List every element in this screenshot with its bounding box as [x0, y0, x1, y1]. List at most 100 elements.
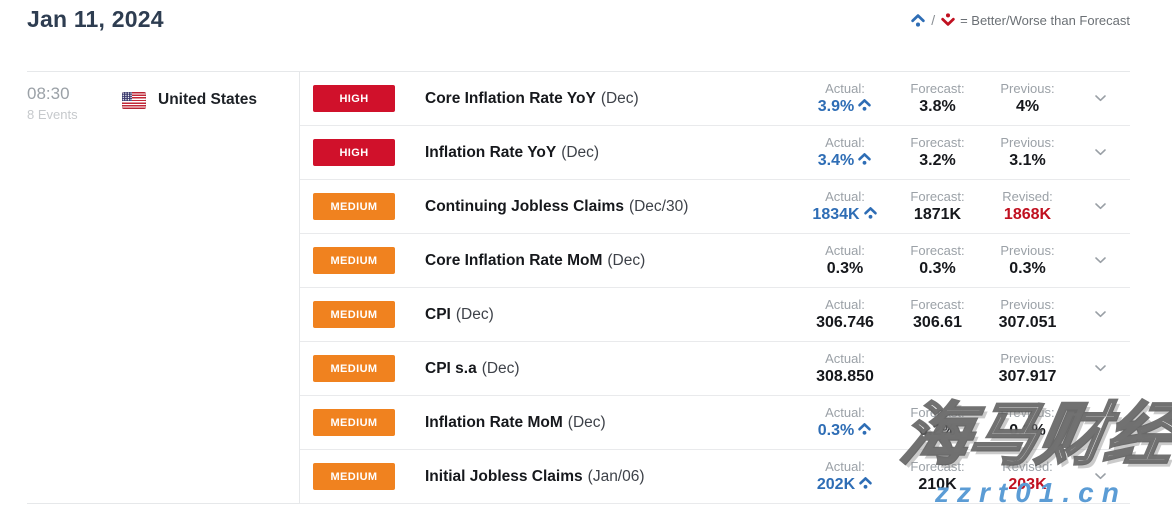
event-title: Initial Jobless Claims (Jan/06) — [425, 468, 800, 486]
value-text: 306.746 — [816, 314, 874, 331]
value: 0.3% — [890, 259, 985, 279]
value-column: Revised: 1868K — [985, 188, 1070, 225]
value: 1868K — [985, 205, 1070, 225]
value: 3.4% — [800, 151, 890, 171]
value: 0.3% — [985, 259, 1070, 279]
legend: / = Better/Worse than Forecast — [910, 12, 1130, 28]
event-name: CPI s.a — [425, 359, 477, 377]
value: 307.917 — [985, 367, 1070, 387]
event-title: Continuing Jobless Claims (Dec/30) — [425, 198, 800, 216]
importance-badge: MEDIUM — [313, 463, 395, 490]
value-label: Forecast: — [910, 297, 965, 312]
value-text: 0.2% — [919, 422, 956, 439]
value-text: 0.3% — [817, 422, 855, 439]
event-name: Inflation Rate YoY — [425, 143, 557, 161]
time-group-panel: 08:30 8 Events United States — [27, 72, 300, 504]
event-title: Core Inflation Rate MoM (Dec) — [425, 252, 800, 270]
value-column: Revised: 203K — [985, 458, 1070, 495]
value: 3.8% — [890, 97, 985, 117]
event-row[interactable]: MEDIUM Core Inflation Rate MoM (Dec) Actual… — [300, 234, 1130, 288]
event-row[interactable]: MEDIUM Initial Jobless Claims (Jan/06) Actu… — [300, 450, 1130, 504]
value-column: Actual: 308.850 — [800, 350, 890, 387]
value-label: Previous: — [1000, 405, 1055, 420]
value-label: Revised: — [1002, 189, 1053, 204]
chevron-down-icon[interactable] — [1070, 180, 1130, 233]
importance-badge: HIGH — [313, 85, 395, 112]
value-label: Revised: — [1002, 459, 1053, 474]
value-column: Actual: 202K — [800, 458, 890, 495]
value-text: 0.3% — [1009, 260, 1046, 277]
value-column: Forecast: 0.3% — [890, 242, 985, 279]
value: 306.61 — [890, 313, 985, 333]
value-column: Previous: 4% — [985, 80, 1070, 117]
chevron-down-icon[interactable] — [1070, 450, 1130, 503]
value-column: Forecast: 210K — [890, 458, 985, 495]
chevron-down-icon[interactable] — [1070, 234, 1130, 287]
chevron-down-icon[interactable] — [1070, 342, 1130, 395]
page-title: Jan 11, 2024 — [27, 6, 164, 32]
chevron-down-icon[interactable] — [1070, 288, 1130, 341]
value-label: Previous: — [1000, 351, 1055, 366]
value-text: 202K — [816, 476, 856, 493]
value: 3.2% — [890, 151, 985, 171]
event-period: (Dec) — [561, 143, 600, 161]
value-text: 307.917 — [998, 368, 1057, 385]
better-arrow-icon — [857, 151, 872, 171]
value-column: Previous: 3.1% — [985, 134, 1070, 171]
value-text: 308.850 — [816, 368, 874, 385]
event-row[interactable]: HIGH Inflation Rate YoY (Dec) Actual: 3.4% F… — [300, 126, 1130, 180]
event-title: Inflation Rate MoM (Dec) — [425, 414, 800, 432]
value-column: Previous: 0.3% — [985, 242, 1070, 279]
event-row[interactable]: MEDIUM Inflation Rate MoM (Dec) Actual: 0.3%… — [300, 396, 1130, 450]
event-period: (Dec) — [600, 89, 639, 107]
better-than-forecast-icon — [910, 13, 926, 27]
event-row[interactable]: MEDIUM CPI s.a (Dec) Actual: 308.850 Previous… — [300, 342, 1130, 396]
event-name: Core Inflation Rate MoM — [425, 251, 603, 269]
value-text: 1871K — [913, 206, 962, 223]
worse-than-forecast-icon — [940, 13, 956, 27]
event-name: Inflation Rate MoM — [425, 413, 563, 431]
economic-calendar: 08:30 8 Events United States HIGH Core In… — [27, 71, 1130, 504]
value-text: 0.3% — [826, 260, 864, 277]
value-column: Previous: 0.1% — [985, 404, 1070, 441]
value-text: 1834K — [812, 206, 860, 223]
value-column: Actual: 3.4% — [800, 134, 890, 171]
value-column: Actual: 0.3% — [800, 404, 890, 441]
country[interactable]: United States — [122, 91, 257, 109]
value-label: Actual: — [825, 297, 865, 312]
value-column: Actual: 306.746 — [800, 296, 890, 333]
value-label: Previous: — [1000, 297, 1055, 312]
value: 1871K — [890, 205, 985, 225]
chevron-down-icon[interactable] — [1070, 126, 1130, 179]
chevron-down-icon[interactable] — [1070, 72, 1130, 125]
value-label: Forecast: — [910, 405, 965, 420]
value-label: Previous: — [1000, 81, 1055, 96]
event-period: (Dec) — [481, 359, 520, 377]
events-count: 8 Events — [27, 107, 78, 122]
event-title: CPI (Dec) — [425, 306, 800, 324]
importance-badge: MEDIUM — [313, 247, 395, 274]
event-period: (Dec) — [567, 413, 606, 431]
event-row[interactable]: HIGH Core Inflation Rate YoY (Dec) Actual: 3… — [300, 72, 1130, 126]
importance-badge: MEDIUM — [313, 301, 395, 328]
value-column: Actual: 3.9% — [800, 80, 890, 117]
value-label: Forecast: — [910, 243, 965, 258]
legend-separator: / — [931, 12, 936, 28]
event-period: (Jan/06) — [587, 467, 645, 485]
importance-badge: HIGH — [313, 139, 395, 166]
event-name: Continuing Jobless Claims — [425, 197, 624, 215]
event-name: CPI — [425, 305, 451, 323]
value-text: 3.4% — [817, 152, 855, 169]
value: 0.3% — [800, 259, 890, 279]
event-row[interactable]: MEDIUM Continuing Jobless Claims (Dec/30) A… — [300, 180, 1130, 234]
value-text: 306.61 — [913, 314, 962, 331]
value-column: Previous: 307.917 — [985, 350, 1070, 387]
value-label: Actual: — [825, 405, 865, 420]
value: 3.9% — [800, 97, 890, 117]
value-label: Previous: — [1000, 243, 1055, 258]
event-period: (Dec) — [607, 251, 646, 269]
chevron-down-icon[interactable] — [1070, 396, 1130, 449]
value-column: Forecast: 306.61 — [890, 296, 985, 333]
value-label: Previous: — [1000, 135, 1055, 150]
event-row[interactable]: MEDIUM CPI (Dec) Actual: 306.746 Forecast: 306… — [300, 288, 1130, 342]
